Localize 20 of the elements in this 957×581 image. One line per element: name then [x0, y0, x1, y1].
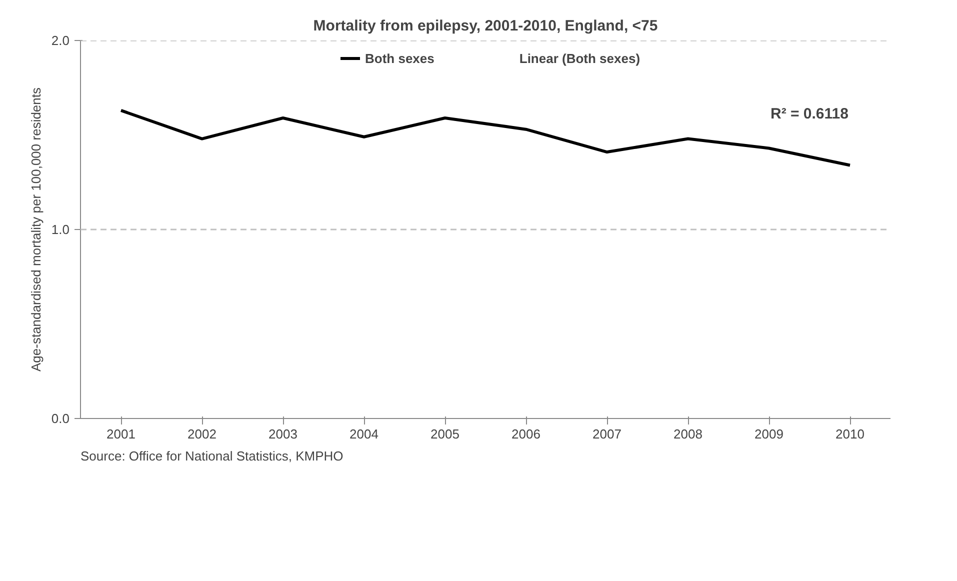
y-tick-label: 1.0	[51, 222, 70, 237]
legend-label: Both sexes	[365, 50, 434, 66]
annotation: Linear (Both sexes)	[519, 50, 640, 66]
x-tick-label: 2004	[350, 426, 378, 442]
line-series	[120, 108, 852, 167]
y-tick-label: 0.0	[51, 411, 70, 426]
x-tick-label: 2003	[268, 426, 298, 442]
x-tick-label: 2006	[512, 426, 540, 442]
x-tick-label: 2002	[188, 426, 216, 442]
annotation: R² = 0.6118	[770, 106, 848, 122]
x-tick-label: 2009	[754, 426, 784, 442]
y-tick-label: 2.0	[51, 33, 70, 48]
x-tick-label: 2008	[674, 426, 702, 442]
x-tick-label: 2007	[592, 426, 622, 442]
y-axis-title: Age-standardised mortality per 100,000 residents	[28, 87, 44, 372]
chart-title: Mortality from epilepsy, 2001-2010, England, <75	[313, 18, 658, 34]
x-tick-label: 2010	[836, 426, 864, 442]
x-tick-label: 2001	[106, 426, 136, 442]
x-tick-label: 2005	[430, 426, 460, 442]
source-note: Source: Office for National Statistics, KMPHO	[80, 448, 344, 464]
